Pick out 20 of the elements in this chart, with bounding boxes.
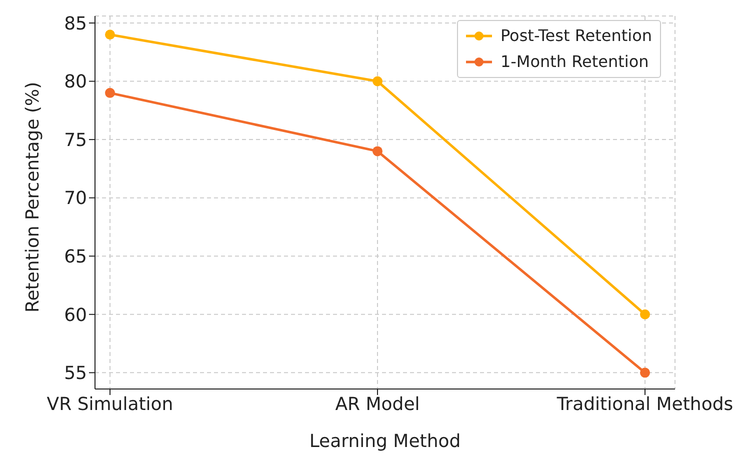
point bbox=[105, 30, 115, 40]
y-tick-label: 70 bbox=[64, 188, 87, 210]
x-tick-label: AR Model bbox=[335, 394, 420, 415]
y-tick-label: 80 bbox=[64, 72, 87, 93]
legend-label: Post-Test Retention bbox=[500, 25, 652, 47]
x-tick-label: VR Simulation bbox=[46, 394, 174, 415]
y-axis-title: Retention Percentage (%) bbox=[22, 82, 44, 312]
point bbox=[372, 76, 382, 86]
x-tick-label: Traditional Methods bbox=[556, 394, 734, 415]
point bbox=[640, 309, 650, 320]
x-axis-title: Learning Method bbox=[309, 431, 461, 452]
y-tick-label: 60 bbox=[64, 304, 87, 326]
point bbox=[640, 368, 650, 378]
point bbox=[105, 88, 115, 98]
y-tick-label: 55 bbox=[64, 363, 87, 384]
point bbox=[372, 146, 382, 156]
legend-label: 1-Month Retention bbox=[500, 51, 649, 73]
y-tick-label: 85 bbox=[64, 13, 87, 34]
y-tick-label: 75 bbox=[64, 130, 87, 151]
y-tick-label: 65 bbox=[64, 246, 87, 268]
